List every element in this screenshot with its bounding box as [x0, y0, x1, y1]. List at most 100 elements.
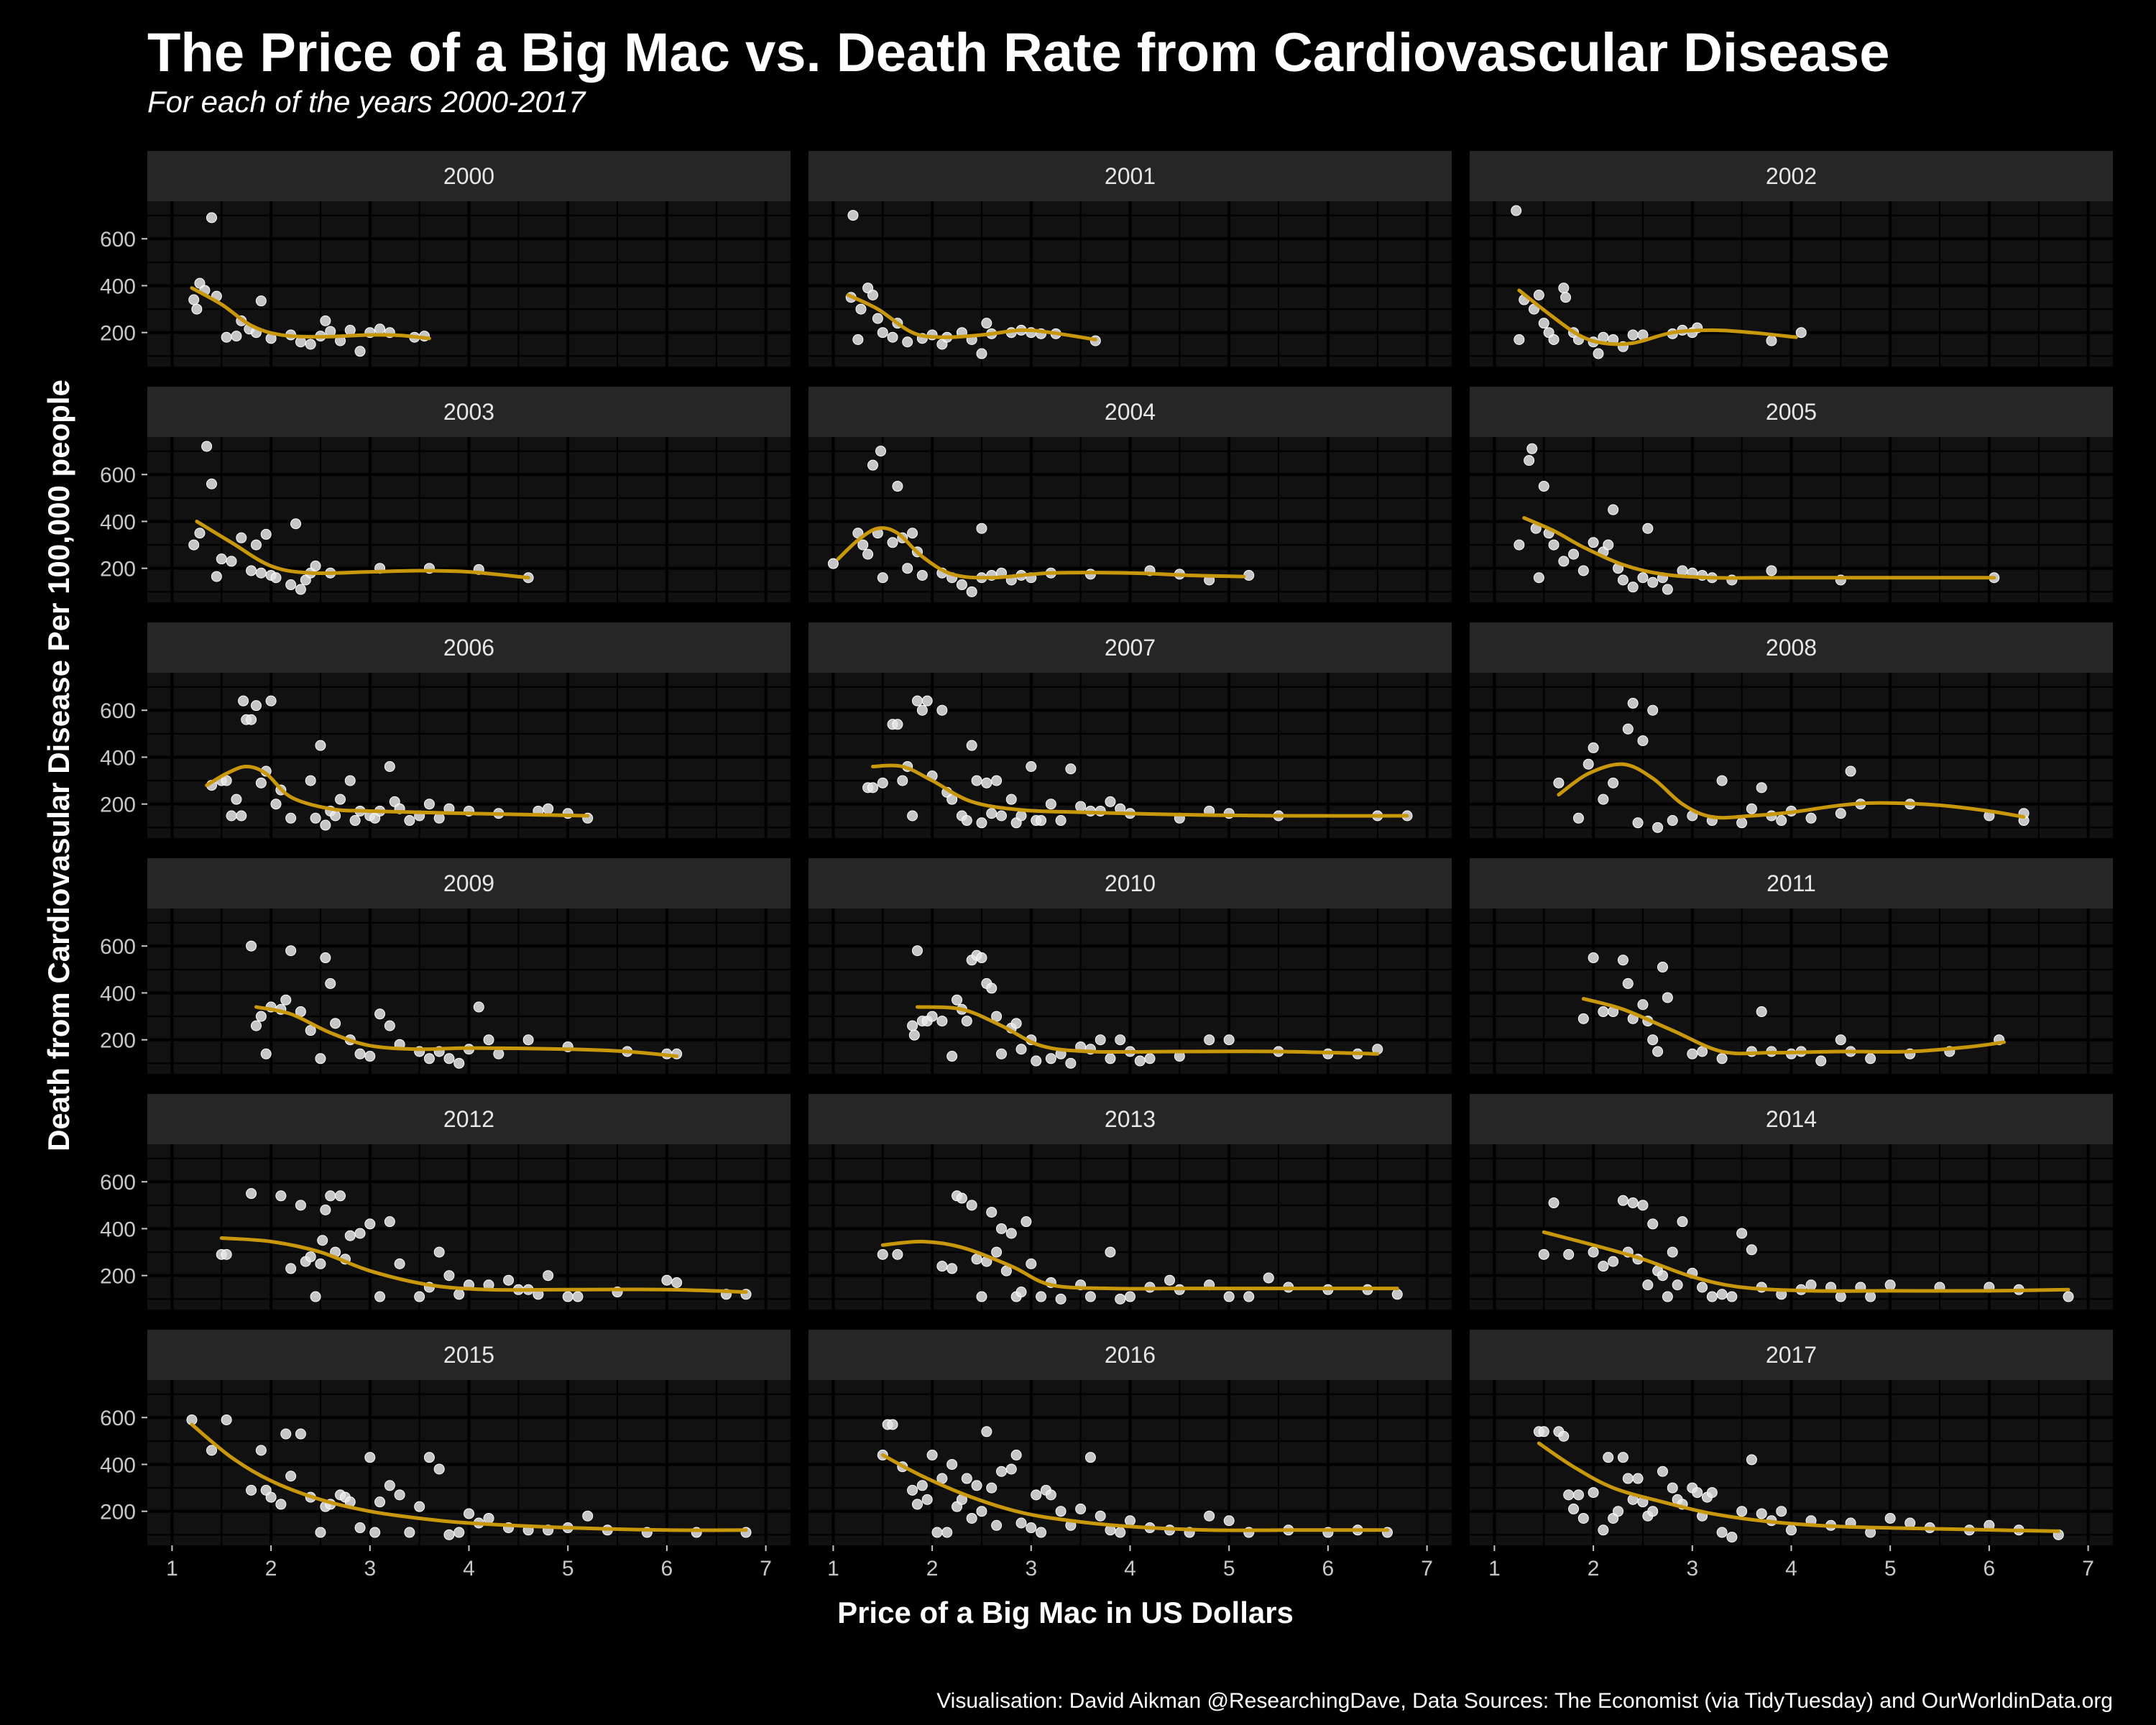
data-point — [2063, 1291, 2074, 1302]
data-point — [1647, 1506, 1659, 1517]
data-point — [956, 1192, 967, 1204]
data-point — [543, 803, 554, 814]
data-point — [1015, 810, 1027, 822]
facet-strip — [147, 1330, 791, 1380]
data-point — [305, 339, 316, 350]
data-point — [464, 1508, 474, 1519]
data-point — [1617, 1195, 1628, 1206]
data-point — [295, 1428, 306, 1440]
data-point — [1538, 1248, 1549, 1260]
data-point — [1036, 815, 1047, 827]
data-point — [1786, 1524, 1797, 1536]
smooth-line — [1557, 762, 2026, 820]
data-point — [1084, 1291, 1096, 1302]
facet-strip — [147, 622, 791, 673]
data-point — [1726, 1291, 1738, 1302]
data-point — [1652, 822, 1664, 833]
data-point — [246, 1188, 257, 1200]
data-point — [1572, 1489, 1584, 1501]
data-point — [236, 810, 247, 822]
data-point — [907, 528, 918, 539]
data-point — [907, 1020, 918, 1031]
data-point — [255, 777, 267, 788]
data-point — [1805, 1279, 1817, 1291]
data-point — [374, 323, 386, 335]
data-point — [867, 289, 878, 300]
data-point — [1667, 1246, 1678, 1258]
facet-strip-label: 2006 — [443, 635, 494, 661]
data-point — [1632, 817, 1644, 829]
data-point — [976, 1291, 987, 1302]
x-tick-label: 1 — [827, 1557, 839, 1581]
data-point — [1588, 1487, 1599, 1499]
data-point — [1075, 801, 1087, 812]
data-point — [206, 1445, 217, 1456]
data-point — [188, 539, 200, 551]
facet-strip — [808, 622, 1452, 673]
data-point — [991, 775, 1003, 786]
x-tick-label: 7 — [760, 1557, 772, 1581]
data-point — [976, 523, 987, 534]
facet-strip — [147, 387, 791, 437]
data-point — [952, 994, 963, 1006]
data-point — [265, 1491, 277, 1503]
data-point — [1223, 1291, 1235, 1302]
data-point — [1608, 1256, 1619, 1267]
data-point — [1134, 1055, 1146, 1067]
data-point — [384, 1480, 395, 1491]
y-tick-label: 400 — [100, 1218, 136, 1241]
data-point — [867, 782, 878, 794]
data-point — [936, 704, 948, 716]
data-point — [250, 539, 262, 551]
data-point — [1657, 1466, 1668, 1477]
data-point — [1603, 539, 1614, 551]
smooth-line — [219, 1236, 748, 1294]
data-point — [1055, 1293, 1067, 1305]
data-point — [315, 1258, 326, 1269]
data-point — [1115, 1527, 1126, 1538]
x-tick-label: 5 — [1223, 1557, 1235, 1581]
data-point — [1055, 1506, 1067, 1517]
data-point — [374, 1008, 386, 1020]
facet-strip-label: 2008 — [1766, 635, 1817, 661]
y-tick-label: 600 — [100, 935, 136, 959]
data-point — [907, 810, 918, 822]
x-tick-label: 5 — [1884, 1557, 1897, 1581]
data-point — [956, 579, 967, 591]
data-point — [201, 441, 213, 452]
data-point — [188, 294, 200, 305]
data-point — [453, 1527, 465, 1538]
data-point — [285, 945, 297, 957]
data-point — [295, 1200, 306, 1211]
data-point — [855, 303, 867, 315]
data-point — [1005, 794, 1017, 805]
data-point — [433, 1463, 445, 1475]
data-point — [354, 1048, 366, 1059]
data-point — [543, 1270, 554, 1282]
data-point — [364, 1051, 376, 1062]
data-point — [443, 1529, 455, 1540]
data-point — [1706, 1487, 1718, 1499]
x-tick-label: 3 — [364, 1557, 376, 1581]
facet-strip-label: 2005 — [1766, 399, 1817, 425]
y-tick-label: 200 — [100, 558, 136, 581]
data-point — [1015, 1287, 1027, 1298]
data-point — [310, 560, 321, 571]
data-point — [226, 556, 237, 567]
data-point — [1627, 581, 1639, 593]
data-point — [1243, 1291, 1255, 1302]
data-point — [1766, 335, 1777, 346]
data-point — [1647, 1034, 1659, 1046]
smooth-line — [1522, 516, 1996, 580]
y-tick-label: 200 — [100, 1029, 136, 1053]
data-point — [364, 1218, 376, 1230]
data-point — [936, 1261, 948, 1272]
data-point — [246, 565, 257, 576]
data-point — [877, 777, 888, 788]
data-point — [971, 775, 982, 786]
smooth-line — [195, 519, 530, 580]
x-tick-label: 1 — [166, 1557, 178, 1581]
data-point — [295, 584, 306, 595]
data-point — [1164, 1274, 1176, 1286]
data-point — [255, 1011, 267, 1022]
